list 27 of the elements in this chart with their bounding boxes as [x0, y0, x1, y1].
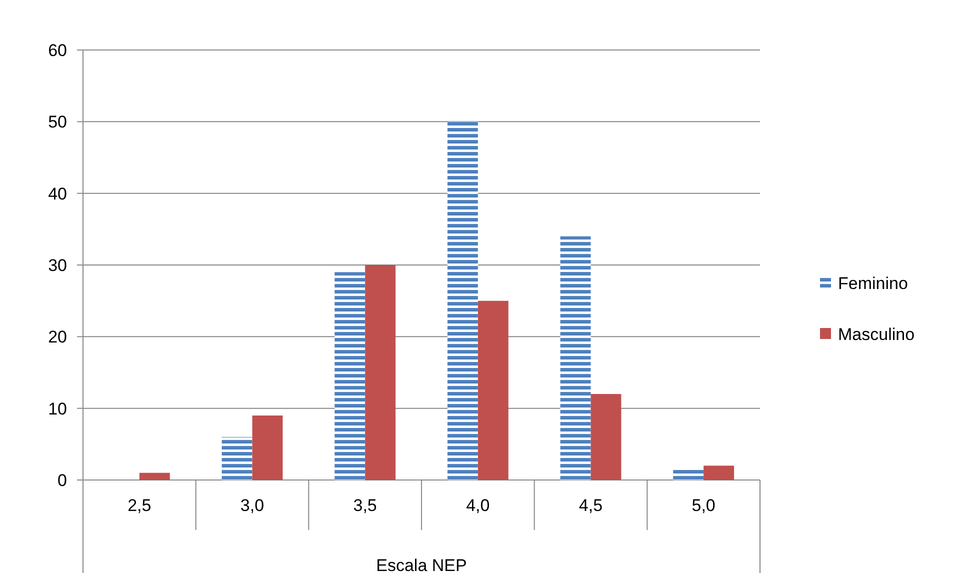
bar — [590, 394, 622, 480]
y-tick-label: 10 — [48, 399, 67, 418]
x-tick-label: 5,0 — [692, 496, 716, 515]
x-tick-label: 4,5 — [578, 496, 603, 515]
x-axis-title: Escala NEP — [376, 556, 467, 575]
bar — [365, 265, 396, 480]
y-tick-label: 20 — [48, 328, 67, 347]
y-tick-label: 40 — [48, 184, 67, 204]
bar — [222, 437, 252, 480]
x-tick-label: 3,0 — [240, 496, 264, 515]
bar — [560, 236, 591, 480]
y-tick-label: 50 — [48, 112, 67, 132]
bar — [447, 122, 478, 480]
x-tick-label: 3,5 — [353, 496, 377, 515]
y-tick-label: 0 — [58, 470, 67, 490]
legend-label: Feminino — [838, 274, 908, 293]
x-tick-label: 2,5 — [128, 496, 152, 515]
bar — [139, 472, 170, 480]
bar — [673, 469, 704, 480]
bar — [334, 272, 366, 480]
legend-label: Masculino — [838, 324, 915, 344]
bar — [478, 300, 508, 480]
y-tick-label: 60 — [48, 40, 67, 60]
bar — [704, 466, 734, 480]
y-tick-label: 30 — [48, 256, 67, 275]
bar — [252, 416, 283, 480]
x-tick-label: 4,0 — [466, 496, 490, 515]
